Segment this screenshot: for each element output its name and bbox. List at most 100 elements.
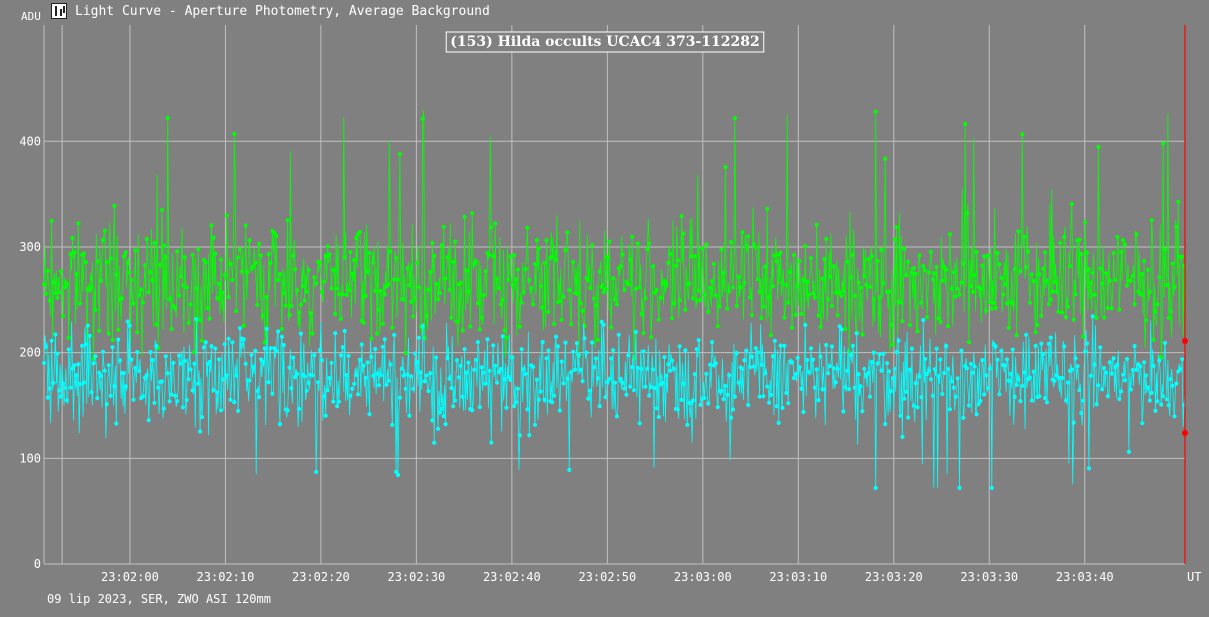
data-point: [909, 346, 915, 351]
data-point: [597, 404, 602, 409]
data-point: [713, 361, 718, 366]
data-point: [116, 327, 121, 332]
data-point: [706, 401, 711, 406]
light-curve-app-icon[interactable]: [51, 3, 67, 19]
data-point: [439, 243, 444, 248]
data-point: [595, 337, 600, 342]
data-point: [810, 291, 816, 296]
data-point: [831, 366, 836, 371]
data-point: [217, 357, 222, 362]
data-point: [820, 276, 825, 281]
data-point: [1022, 370, 1027, 375]
data-point: [1109, 306, 1114, 311]
window-title: Light Curve - Aperture Photometry, Avera…: [75, 4, 490, 19]
data-point: [1084, 250, 1090, 255]
data-point: [1143, 373, 1149, 378]
data-point: [196, 247, 201, 252]
data-point: [68, 252, 73, 257]
data-point: [144, 236, 149, 242]
data-point: [59, 269, 64, 274]
data-point: [867, 284, 873, 289]
data-point: [470, 408, 475, 413]
data-point: [479, 315, 484, 320]
data-point: [310, 373, 315, 378]
data-point: [770, 354, 776, 359]
data-point: [612, 297, 618, 302]
data-point: [1014, 333, 1019, 338]
data-point: [982, 392, 987, 397]
data-point: [814, 367, 819, 372]
data-point: [186, 377, 191, 382]
data-point: [142, 263, 147, 268]
data-point: [59, 394, 64, 399]
data-point: [1031, 278, 1036, 283]
data-point: [327, 376, 332, 381]
data-point: [1020, 132, 1025, 137]
data-point: [310, 331, 315, 336]
data-point: [123, 384, 128, 389]
data-point: [1105, 305, 1110, 311]
data-point: [706, 309, 711, 314]
data-point: [112, 203, 117, 208]
data-point: [382, 337, 387, 342]
data-point: [746, 234, 751, 239]
data-point: [268, 260, 273, 266]
data-point: [403, 350, 408, 355]
data-point: [1130, 367, 1135, 373]
data-point: [66, 347, 71, 352]
data-point: [649, 385, 654, 390]
data-point: [506, 374, 511, 379]
data-point: [188, 302, 193, 307]
data-point: [871, 296, 876, 301]
data-point: [1062, 235, 1067, 240]
data-point: [460, 394, 465, 399]
data-point: [211, 235, 216, 240]
series-comparison: [41, 314, 1187, 490]
data-point: [618, 376, 623, 381]
data-point: [277, 272, 283, 277]
data-point: [104, 402, 109, 407]
data-point: [1025, 249, 1031, 254]
data-point: [89, 285, 94, 290]
data-point: [236, 408, 241, 413]
data-point: [1100, 281, 1105, 286]
data-point: [972, 272, 977, 278]
data-point: [1124, 356, 1130, 362]
data-point: [43, 291, 49, 296]
data-point: [241, 337, 246, 342]
data-point: [1166, 315, 1171, 320]
data-point: [527, 433, 532, 438]
data-point: [748, 365, 753, 370]
data-point: [1140, 271, 1145, 277]
data-point: [1060, 310, 1065, 315]
data-point: [146, 418, 151, 423]
data-point: [949, 379, 955, 384]
data-point: [435, 297, 441, 302]
data-point: [609, 356, 614, 361]
data-point: [633, 329, 639, 335]
data-point: [892, 237, 897, 242]
data-point: [873, 485, 878, 490]
data-point: [928, 377, 934, 382]
data-point: [97, 328, 102, 333]
data-point: [194, 286, 199, 291]
data-point: [257, 241, 262, 246]
data-point: [1052, 280, 1057, 285]
data-point: [761, 304, 766, 309]
data-point: [687, 281, 692, 286]
data-point: [68, 385, 73, 390]
data-point: [936, 374, 941, 379]
data-point: [1006, 378, 1012, 383]
data-point: [333, 331, 338, 336]
data-point: [135, 350, 140, 355]
data-point: [1024, 332, 1029, 337]
data-point: [426, 389, 431, 394]
data-point: [751, 364, 757, 369]
data-point: [1178, 367, 1183, 372]
data-point: [782, 315, 787, 320]
data-point: [1153, 408, 1158, 413]
data-point: [1132, 302, 1137, 307]
data-point: [1031, 369, 1036, 374]
data-point: [296, 310, 302, 315]
